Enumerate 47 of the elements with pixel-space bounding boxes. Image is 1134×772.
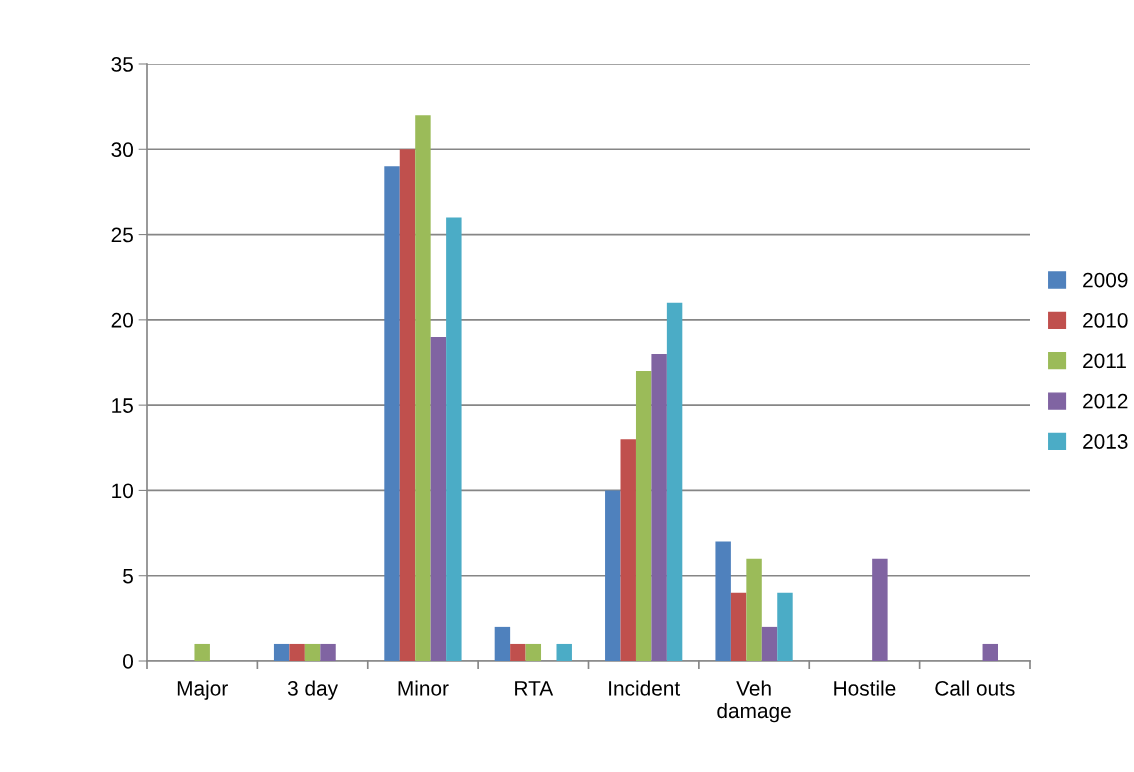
legend-label: 2011 <box>1083 353 1126 369</box>
x-tick-label: 3 day <box>287 680 339 700</box>
x-tick-label: Call outs <box>935 680 1015 696</box>
legend-label: 2009 <box>1083 272 1128 288</box>
bar <box>872 558 888 661</box>
y-tick-label: 5 <box>123 568 133 584</box>
y-tick-label: 20 <box>111 312 133 328</box>
x-tick-label: Incident <box>609 680 681 696</box>
legend-label: 2010 <box>1083 313 1128 328</box>
y-tick-label: 25 <box>111 227 133 243</box>
y-tick-label: 0 <box>123 654 133 669</box>
x-tick-label: Hostile <box>834 680 896 696</box>
bar <box>777 592 793 661</box>
x-tick-label: Minor <box>398 680 449 696</box>
bar <box>715 541 731 661</box>
bar <box>194 643 210 661</box>
bar <box>730 592 747 661</box>
y-tick-label: 30 <box>111 142 133 158</box>
bar <box>384 166 400 661</box>
legend-label: 2013 <box>1083 434 1128 449</box>
bar <box>494 626 511 661</box>
bar <box>320 643 336 661</box>
x-tick-label: RTA <box>515 681 554 696</box>
bar <box>635 371 652 661</box>
y-tick-label: 10 <box>112 483 133 499</box>
y-tick-label: 35 <box>111 57 133 72</box>
bar <box>605 490 621 661</box>
bar <box>666 302 683 661</box>
bar <box>273 643 290 661</box>
x-tick-label: Major <box>177 680 228 700</box>
legend-label: 2012 <box>1083 393 1128 409</box>
bar <box>289 643 305 661</box>
bar <box>620 439 636 661</box>
bar <box>446 217 462 661</box>
bar <box>525 643 542 661</box>
y-tick-label: 15 <box>112 398 133 413</box>
bar <box>430 336 447 661</box>
bar <box>415 115 431 661</box>
bar <box>746 558 762 661</box>
x-tick-label: Veh damage <box>717 680 791 723</box>
bar <box>982 643 998 661</box>
bar <box>651 353 667 661</box>
bar <box>510 643 526 661</box>
bar <box>761 626 778 661</box>
bar <box>304 643 321 661</box>
bar <box>556 643 572 661</box>
bar <box>399 149 416 661</box>
